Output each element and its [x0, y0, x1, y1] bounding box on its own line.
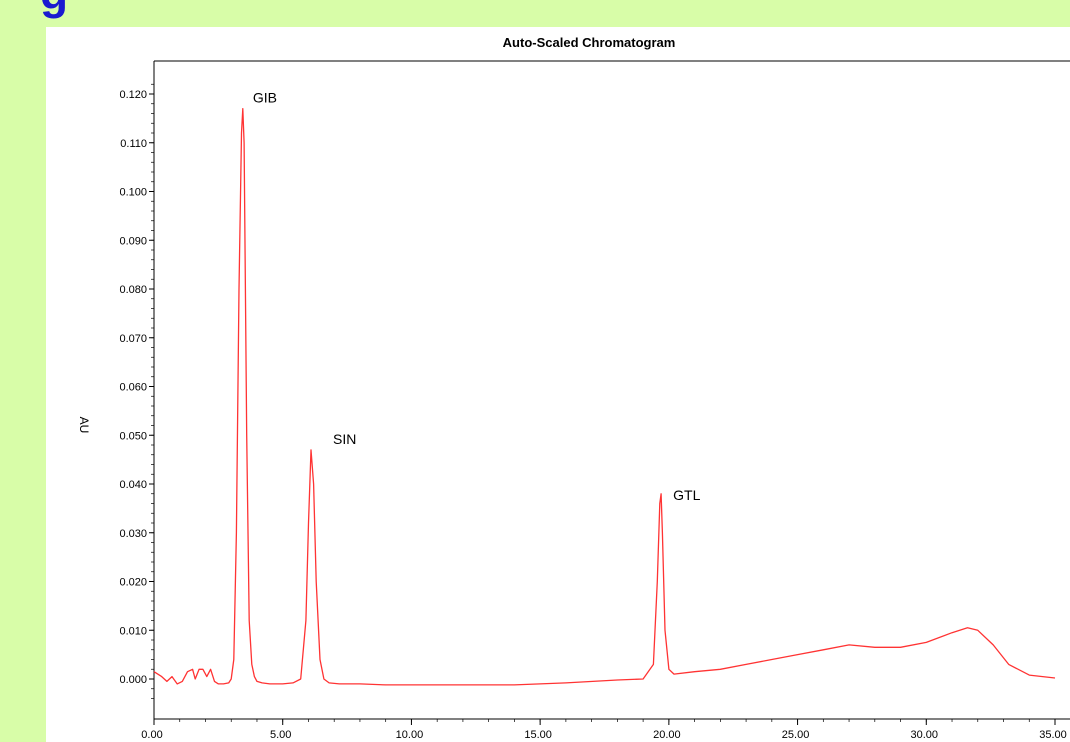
x-tick-label: 35.00 [1039, 729, 1067, 741]
y-tick-label: 0.100 [119, 187, 147, 199]
axes: 0.000 0.010 0.020 0.030 0.040 0.050 0.060 0.070… [119, 60, 1070, 741]
series-group [153, 107, 1056, 686]
y-tick-label: 0.080 [119, 284, 147, 296]
x-tick-label: 20.00 [653, 729, 681, 741]
peak-label-gib: GIB [253, 90, 277, 106]
y-tick-label: 0.000 [119, 674, 147, 686]
x-tick-label: 30.00 [911, 729, 939, 741]
y-tick-label: 0.120 [119, 89, 147, 101]
y-tick-label: 0.060 [119, 382, 147, 394]
x-tick-label: 25.00 [782, 729, 810, 741]
y-axis-label: AU [77, 417, 91, 434]
x-tick-label: 15.00 [524, 729, 552, 741]
y-tick-label: 0.040 [119, 479, 147, 491]
chromatogram-chart: Auto-Scaled Chromatogram AU 0.0000.0100.… [77, 35, 1070, 741]
y-tick-label: 0.030 [119, 528, 147, 540]
y-tick-label: 0.110 [120, 138, 147, 150]
x-tick-label: 5.00 [270, 729, 291, 741]
y-tick-label: 0.050 [119, 430, 147, 442]
y-tick-label: 0.070 [119, 333, 147, 345]
series-line [153, 107, 1056, 686]
chart-panel: Auto-Scaled Chromatogram AU 0.000 0.010 0.… [46, 27, 1070, 742]
x-tick-label: 10.00 [396, 729, 424, 741]
x-tick-label: 0.00 [141, 729, 162, 741]
peak-label-gtl: GTL [673, 487, 700, 503]
peak-labels: GIB SIN GTL [253, 90, 701, 503]
y-tick-label: 0.010 [119, 625, 147, 637]
page-heading-fragment: g [40, 0, 68, 20]
chart-title: Auto-Scaled Chromatogram [503, 35, 676, 50]
y-tick-label: 0.090 [119, 235, 147, 247]
peak-label-sin: SIN [333, 431, 356, 447]
top-band: g [0, 0, 1070, 27]
y-tick-label: 0.020 [119, 577, 147, 589]
